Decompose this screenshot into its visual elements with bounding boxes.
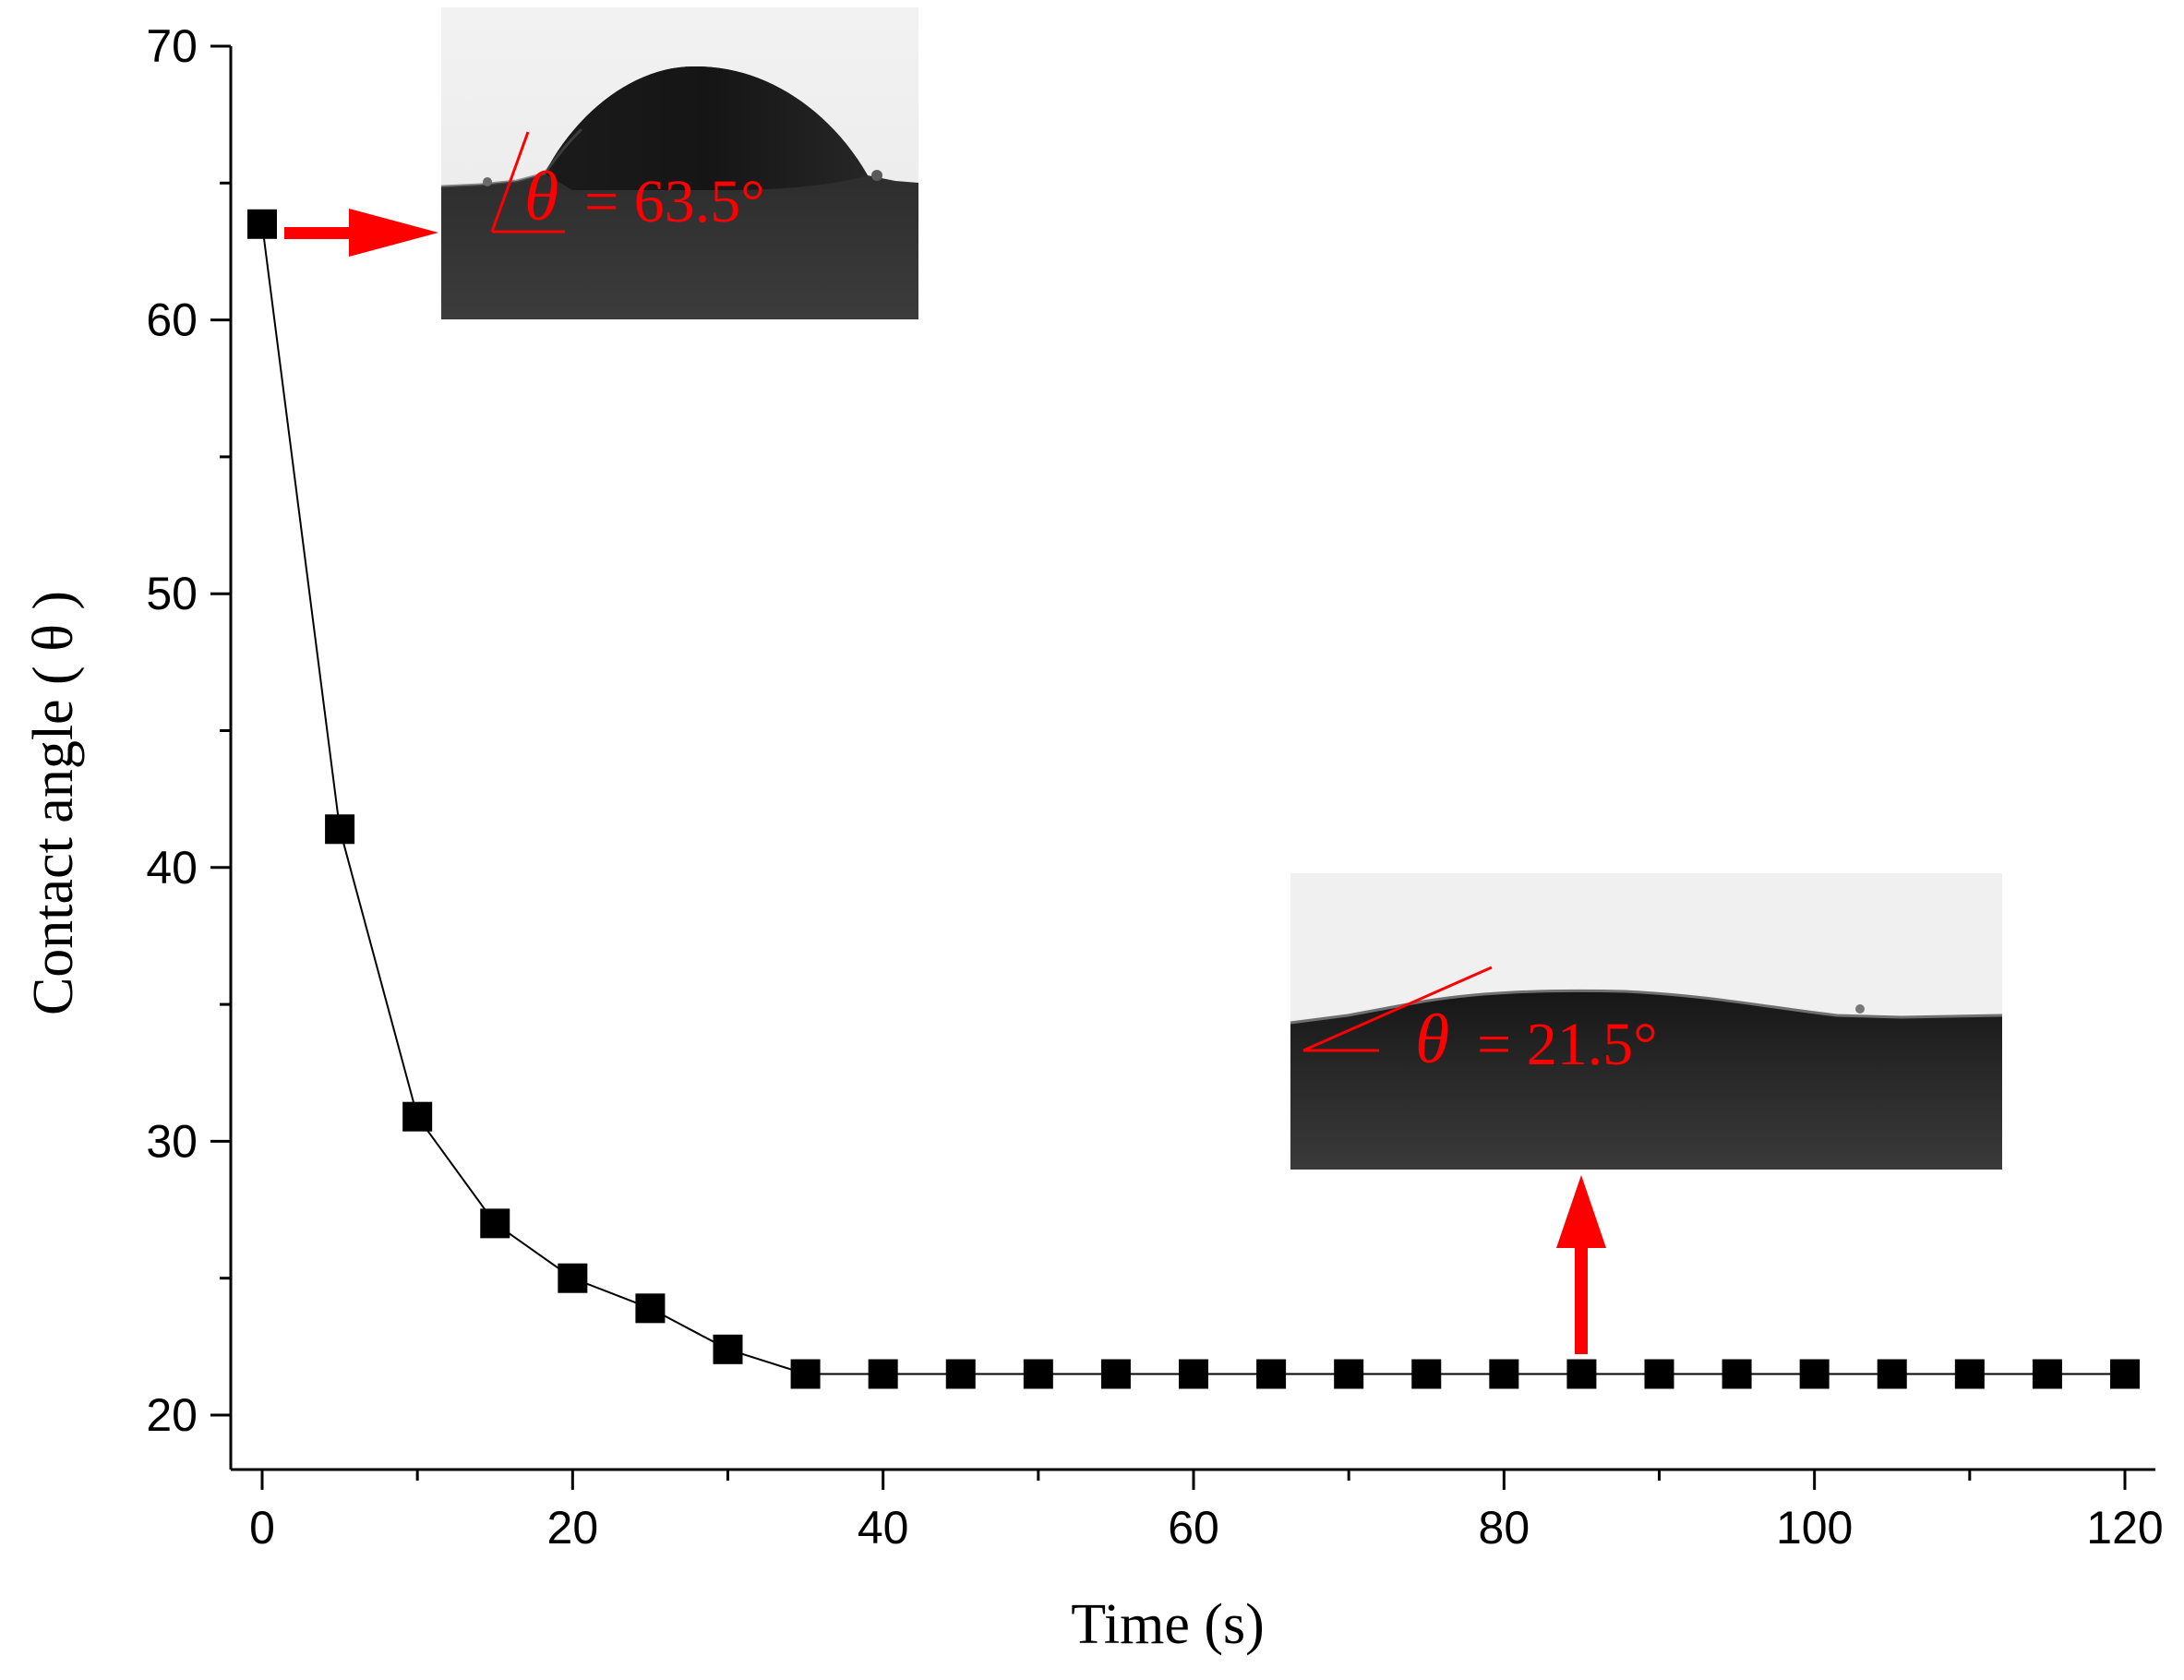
data-point bbox=[1023, 1359, 1053, 1389]
y-ticks: 20 30 40 50 60 70 bbox=[146, 20, 231, 1441]
data-point bbox=[790, 1359, 821, 1389]
x-tick-label: 0 bbox=[249, 1502, 275, 1554]
data-point bbox=[480, 1208, 510, 1239]
data-point bbox=[1566, 1359, 1597, 1389]
x-axis-title: Time (s) bbox=[1071, 1593, 1265, 1656]
theta-symbol-initial: θ bbox=[524, 158, 558, 235]
data-point bbox=[945, 1359, 976, 1389]
x-tick-label: 40 bbox=[858, 1502, 909, 1554]
theta-symbol-final: θ bbox=[1415, 1001, 1449, 1078]
y-axis-title: Contact angle ( θ ) bbox=[22, 591, 85, 1015]
data-point bbox=[868, 1359, 898, 1389]
data-point bbox=[247, 209, 277, 239]
data-point bbox=[1411, 1359, 1442, 1389]
data-point bbox=[558, 1263, 588, 1293]
data-point bbox=[713, 1334, 743, 1364]
data-point bbox=[1954, 1359, 1985, 1389]
y-tick-label: 20 bbox=[146, 1389, 198, 1441]
data-point bbox=[1644, 1359, 1674, 1389]
data-point bbox=[635, 1293, 666, 1324]
data-point bbox=[1722, 1359, 1752, 1389]
y-tick-label: 60 bbox=[146, 294, 198, 346]
x-tick-label: 80 bbox=[1479, 1502, 1530, 1554]
x-tick-label: 100 bbox=[1776, 1502, 1853, 1554]
data-point bbox=[1877, 1359, 1907, 1389]
y-tick-label: 30 bbox=[146, 1115, 198, 1167]
data-point bbox=[1799, 1359, 1830, 1389]
y-tick-label: 50 bbox=[146, 568, 198, 619]
data-point bbox=[1334, 1359, 1364, 1389]
data-point bbox=[1179, 1359, 1208, 1389]
y-tick-label: 40 bbox=[146, 842, 198, 894]
x-tick-label: 120 bbox=[2086, 1502, 2163, 1554]
y-tick-label: 70 bbox=[146, 20, 198, 72]
x-tick-label: 20 bbox=[547, 1502, 599, 1554]
angle-label-final: = 21.5° bbox=[1477, 1011, 1658, 1078]
droplet-photo-final: θ = 21.5° bbox=[1290, 873, 2003, 1170]
x-tick-label: 60 bbox=[1168, 1502, 1219, 1554]
data-point bbox=[325, 814, 355, 845]
series-line bbox=[261, 223, 2125, 1375]
data-point bbox=[2110, 1359, 2140, 1389]
data-point bbox=[402, 1101, 433, 1132]
arrow-up-annotation bbox=[1556, 1175, 1606, 1354]
data-point bbox=[1256, 1359, 1287, 1389]
data-point bbox=[1100, 1359, 1131, 1389]
arrow-right-annotation bbox=[284, 209, 438, 257]
data-point bbox=[2032, 1359, 2062, 1389]
data-point bbox=[1489, 1359, 1519, 1389]
x-ticks: 0 20 40 60 80 100 120 bbox=[249, 1470, 2164, 1554]
droplet-photo-initial: θ = 63.5° bbox=[440, 7, 918, 319]
data-markers bbox=[247, 209, 2140, 1389]
angle-label-initial: = 63.5° bbox=[584, 168, 765, 235]
